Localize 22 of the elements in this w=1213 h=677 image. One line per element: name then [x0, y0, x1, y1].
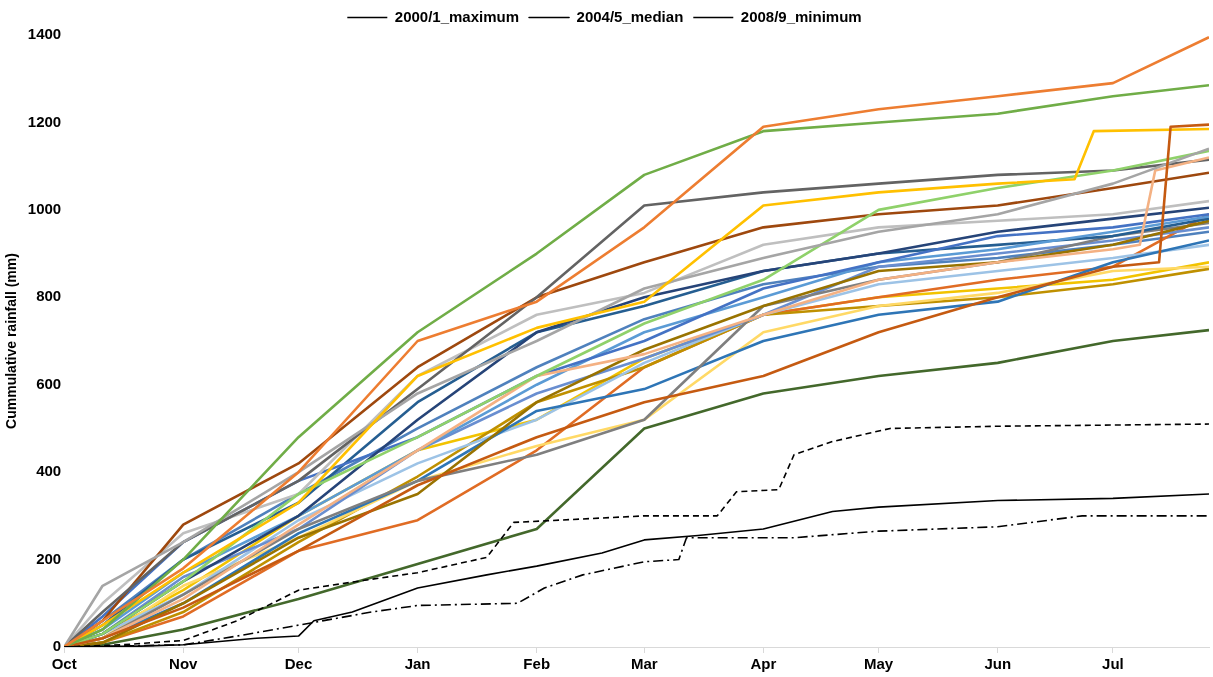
x-tick-label: Mar [630, 655, 658, 673]
y-axis-title: Cummulative rainfall (mm) [3, 253, 20, 429]
x-tick-label: Dec [284, 655, 313, 673]
legend-label: 2008/9_minimum [740, 7, 862, 25]
y-tick-label: 1200 [27, 112, 62, 130]
x-tick-label: Apr [750, 655, 777, 673]
x-tick-label: Jun [984, 655, 1012, 673]
y-tick-label: 200 [36, 549, 62, 567]
x-tick-label: Feb [523, 655, 551, 673]
x-tick-label: Jul [1102, 655, 1124, 673]
legend-label: 2000/1_maximum [394, 7, 520, 25]
y-tick-label: 800 [36, 287, 62, 305]
y-tick-label: 400 [36, 462, 62, 480]
legend-label: 2004/5_median [576, 7, 684, 25]
x-tick-label: Nov [169, 655, 199, 673]
y-tick-label: 0 [52, 637, 62, 655]
x-tick-label: May [864, 655, 894, 673]
y-tick-label: 600 [36, 374, 62, 392]
x-tick-label: Jan [404, 655, 431, 673]
x-tick-label: Oct [51, 655, 77, 673]
y-tick-label: 1000 [27, 200, 62, 217]
y-tick-label: 1400 [27, 25, 62, 43]
